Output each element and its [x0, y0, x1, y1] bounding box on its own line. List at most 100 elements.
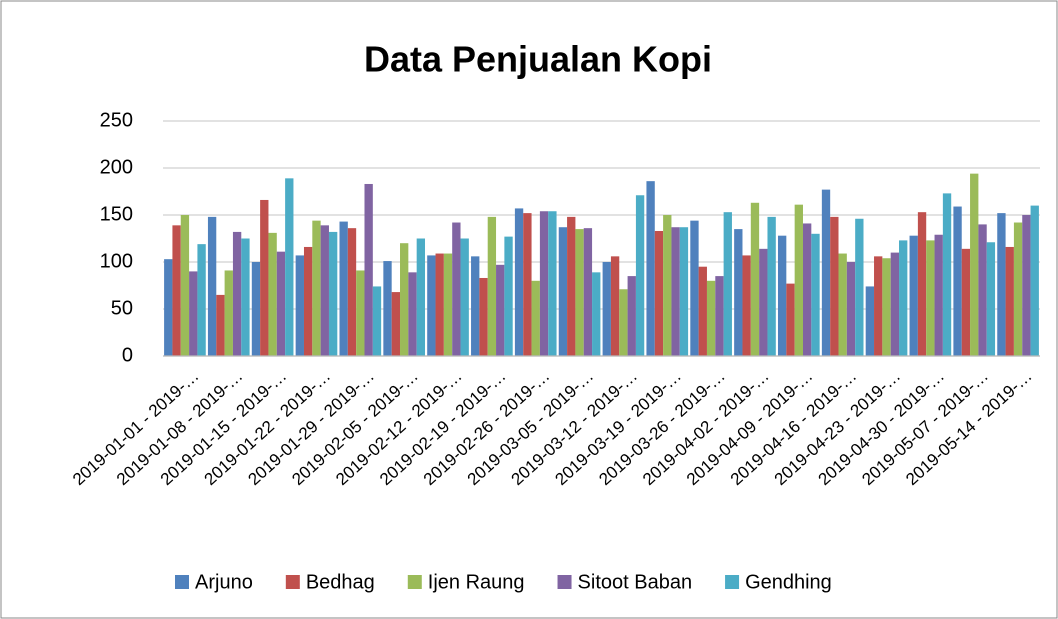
bar: [874, 256, 883, 356]
legend-label: Ijen Raung: [428, 571, 525, 593]
bar: [558, 227, 568, 356]
bar: [882, 258, 891, 356]
bar: [452, 222, 461, 356]
bar: [172, 225, 181, 356]
bar: [838, 253, 847, 356]
bar: [339, 221, 348, 356]
bar: [189, 271, 198, 356]
bar: [663, 215, 672, 356]
bar: [1005, 246, 1014, 356]
bar: [855, 218, 864, 356]
bar: [224, 270, 233, 356]
bar: [961, 248, 971, 356]
bar: [471, 256, 480, 356]
bar: [575, 229, 584, 356]
legend-swatch: [285, 575, 300, 589]
bar: [723, 212, 732, 356]
y-tick-label: 100: [100, 250, 133, 272]
bar: [942, 193, 952, 356]
chart-title: Data Penjualan Kopi: [364, 39, 712, 80]
y-tick-label: 250: [100, 109, 133, 131]
bar: [567, 216, 576, 356]
legend-swatch: [175, 575, 189, 589]
bar: [978, 224, 987, 356]
bar: [207, 216, 217, 356]
bar: [285, 178, 294, 356]
bar: [830, 216, 839, 356]
legend-swatch: [725, 575, 740, 589]
bar: [786, 283, 795, 356]
bar: [986, 242, 996, 356]
bar: [698, 266, 707, 356]
bar: [821, 189, 831, 356]
bar: [899, 240, 908, 356]
bar: [523, 213, 532, 356]
bar: [970, 173, 979, 356]
legend-label: Bedhag: [306, 571, 375, 593]
bar: [767, 216, 776, 356]
legend-label: Arjuno: [195, 571, 253, 593]
bar: [646, 181, 655, 356]
bar: [865, 286, 875, 356]
bar: [232, 231, 242, 356]
bar: [592, 272, 601, 356]
y-tick-label: 150: [100, 203, 133, 225]
bar: [794, 204, 803, 356]
bar: [347, 228, 357, 356]
bar: [627, 276, 636, 356]
legend-label: Sitoot Baban: [578, 571, 693, 593]
bar: [372, 286, 382, 356]
bar: [890, 252, 900, 356]
bar: [539, 211, 549, 356]
bar: [926, 240, 935, 356]
bar: [391, 292, 401, 356]
bar: [496, 264, 505, 356]
bar: [934, 234, 943, 356]
y-tick-label: 200: [100, 156, 133, 178]
bar: [303, 246, 313, 356]
bar: [479, 277, 488, 356]
bar: [750, 202, 760, 356]
bar: [443, 253, 453, 356]
bar: [997, 213, 1006, 356]
bar: [328, 231, 338, 356]
bar: [276, 251, 286, 356]
bar: [514, 208, 524, 356]
bar: [917, 212, 927, 356]
bar: [364, 183, 373, 356]
bar: [356, 270, 365, 356]
bar: [777, 235, 787, 356]
bar: [610, 256, 620, 356]
bar: [654, 230, 664, 356]
bar: [320, 225, 329, 356]
y-tick-label: 0: [122, 344, 133, 366]
bar: [241, 238, 250, 356]
bar: [216, 294, 225, 356]
bar: [742, 255, 751, 356]
bar: [635, 195, 645, 356]
bar: [383, 261, 392, 356]
bar: [846, 262, 856, 356]
bar: [706, 280, 716, 356]
bar: [435, 253, 444, 356]
bar: [531, 280, 540, 356]
bar: [164, 259, 173, 356]
bar: [1022, 215, 1031, 356]
bar: [460, 238, 469, 356]
legend-swatch: [407, 575, 422, 589]
bar: [690, 220, 699, 356]
bar: [504, 236, 513, 356]
bar: [671, 227, 680, 356]
bar: [416, 238, 426, 356]
legend-swatch: [557, 575, 572, 589]
bar: [811, 233, 820, 356]
bar: [953, 206, 962, 356]
bar: [909, 235, 918, 356]
bar: [487, 216, 497, 356]
y-tick-label: 50: [111, 297, 133, 319]
bar: [1013, 222, 1023, 356]
bar: [734, 229, 743, 356]
bar: [759, 248, 768, 356]
bar: [260, 199, 269, 356]
